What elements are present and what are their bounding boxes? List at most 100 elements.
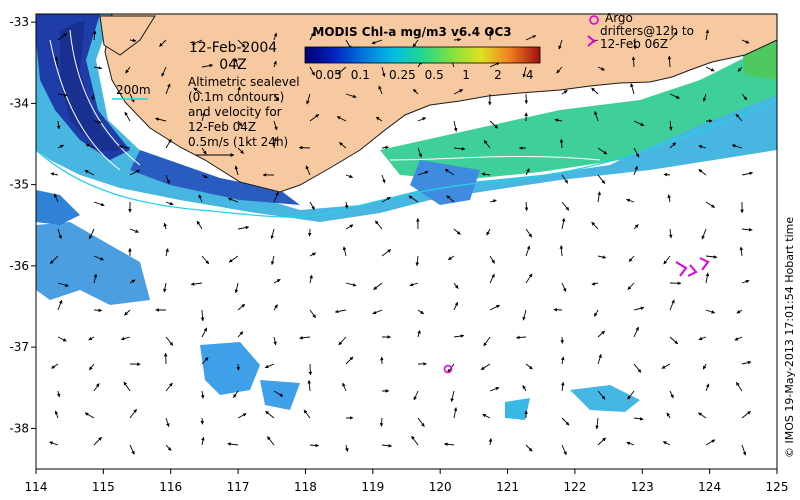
lon-tick-label: 114: [25, 480, 48, 494]
velocity-vector-icon: [381, 444, 393, 448]
velocity-vector-icon: [597, 66, 605, 71]
velocity-vector-icon: [741, 39, 750, 44]
velocity-vector-icon: [381, 249, 392, 257]
velocity-vector-icon: [741, 227, 753, 232]
velocity-vector-icon: [597, 191, 601, 203]
velocity-vector-icon: [273, 191, 279, 203]
velocity-vector-icon: [705, 201, 716, 208]
velocity-vector-icon: [627, 390, 635, 400]
velocity-vector-icon: [413, 390, 419, 401]
velocity-vector-icon: [93, 383, 100, 392]
velocity-vector-icon: [595, 417, 599, 430]
velocity-vector-icon: [273, 137, 278, 149]
velocity-vector-icon: [49, 441, 59, 446]
velocity-vector-icon: [486, 228, 491, 236]
velocity-vector-icon: [345, 224, 354, 230]
lon-tick-label: 125: [766, 480, 789, 494]
velocity-vector-icon: [453, 407, 458, 419]
velocity-vector-icon: [57, 144, 64, 149]
velocity-vector-icon: [417, 117, 427, 122]
velocity-vector-icon: [489, 120, 499, 129]
velocity-vector-icon: [120, 336, 131, 341]
velocity-vector-icon: [489, 387, 500, 392]
velocity-vector-icon: [633, 306, 645, 311]
altimetry-note-line: (0.1m contours): [188, 90, 284, 104]
velocity-vector-icon: [669, 142, 677, 149]
velocity-vector-icon: [237, 413, 247, 419]
velocity-vector-icon: [129, 38, 137, 43]
velocity-vector-icon: [597, 390, 606, 400]
velocity-vector-icon: [50, 172, 59, 176]
velocity-vector-icon: [200, 417, 205, 425]
velocity-vector-icon: [379, 417, 384, 427]
velocity-vector-icon: [201, 174, 208, 179]
colorbar-tick-label: 0.1: [351, 68, 370, 82]
velocity-vector-icon: [446, 195, 455, 203]
velocity-vector-icon: [305, 165, 311, 176]
velocity-vector-icon: [702, 363, 707, 370]
lon-tick-label: 124: [698, 480, 721, 494]
argo-drifters: [443, 15, 710, 374]
velocity-vector-icon: [345, 356, 354, 365]
velocity-vector-icon: [236, 363, 241, 371]
velocity-vector-icon: [93, 273, 98, 284]
velocity-vector-icon: [561, 174, 569, 184]
velocity-vector-icon: [201, 327, 208, 338]
lon-tick-label: 117: [227, 480, 250, 494]
velocity-vector-icon: [54, 410, 59, 419]
lat-tick-label: -35: [9, 178, 29, 192]
velocity-vector-icon: [161, 66, 167, 77]
velocity-vector-icon: [129, 408, 137, 419]
velocity-vector-icon: [737, 66, 743, 72]
velocity-vector-icon: [591, 87, 599, 95]
velocity-vector-icon: [344, 201, 349, 209]
lat-tick-label: -34: [9, 96, 29, 110]
velocity-vector-icon: [273, 60, 277, 68]
velocity-vector-icon: [237, 39, 246, 48]
velocity-vector-icon: [85, 143, 95, 149]
velocity-vector-icon: [662, 441, 671, 446]
velocity-vector-icon: [56, 120, 61, 130]
velocity-vector-icon: [93, 120, 102, 124]
chlorophyll-patches: [36, 14, 777, 420]
velocity-vector-icon: [93, 436, 102, 446]
velocity-vector-icon: [201, 357, 209, 365]
argo-note: Argo drifters@12h to 12-Feb 06Z: [600, 11, 698, 51]
velocity-vector-icon: [453, 147, 466, 151]
velocity-vector-icon: [705, 439, 716, 446]
velocity-vector-icon: [88, 336, 95, 341]
velocity-vector-icon: [525, 228, 533, 238]
velocity-vector-icon: [88, 228, 95, 240]
velocity-vector-icon: [597, 437, 606, 446]
velocity-vector-icon: [227, 197, 239, 203]
velocity-vector-icon: [51, 363, 59, 369]
velocity-vector-icon: [522, 385, 527, 392]
velocity-vector-icon: [633, 39, 637, 50]
velocity-vector-icon: [309, 443, 320, 448]
velocity-vector-icon: [57, 33, 68, 41]
velocity-vector-icon: [633, 147, 640, 158]
velocity-vector-icon: [633, 120, 645, 127]
velocity-vector-icon: [53, 193, 59, 203]
velocity-vector-icon: [628, 255, 635, 262]
velocity-vector-icon: [345, 444, 349, 452]
velocity-vector-icon: [163, 222, 167, 230]
velocity-vector-icon: [92, 30, 97, 41]
velocity-vector-icon: [266, 436, 275, 446]
velocity-vector-icon: [190, 282, 203, 286]
velocity-vector-icon: [630, 83, 635, 95]
velocity-vector-icon: [561, 417, 570, 426]
velocity-vector-icon: [558, 39, 563, 50]
shelf-contour-200m: [35, 99, 778, 218]
velocity-vector-icon: [554, 118, 563, 122]
velocity-vector-icon: [663, 255, 671, 265]
velocity-vector-icon: [698, 412, 707, 419]
lon-tick-label: 115: [92, 480, 115, 494]
velocity-vector-icon: [736, 309, 743, 314]
velocity-vector-icon: [339, 142, 347, 149]
velocity-vector-icon: [524, 201, 529, 212]
altimetry-note-line: Altimetric sealevel: [188, 75, 300, 89]
credit-text: © IMOS 19-May-2013 17:01:54 Hobart time: [783, 217, 796, 458]
velocity-vector-icon: [633, 363, 642, 373]
velocity-vector-icon: [417, 309, 424, 315]
